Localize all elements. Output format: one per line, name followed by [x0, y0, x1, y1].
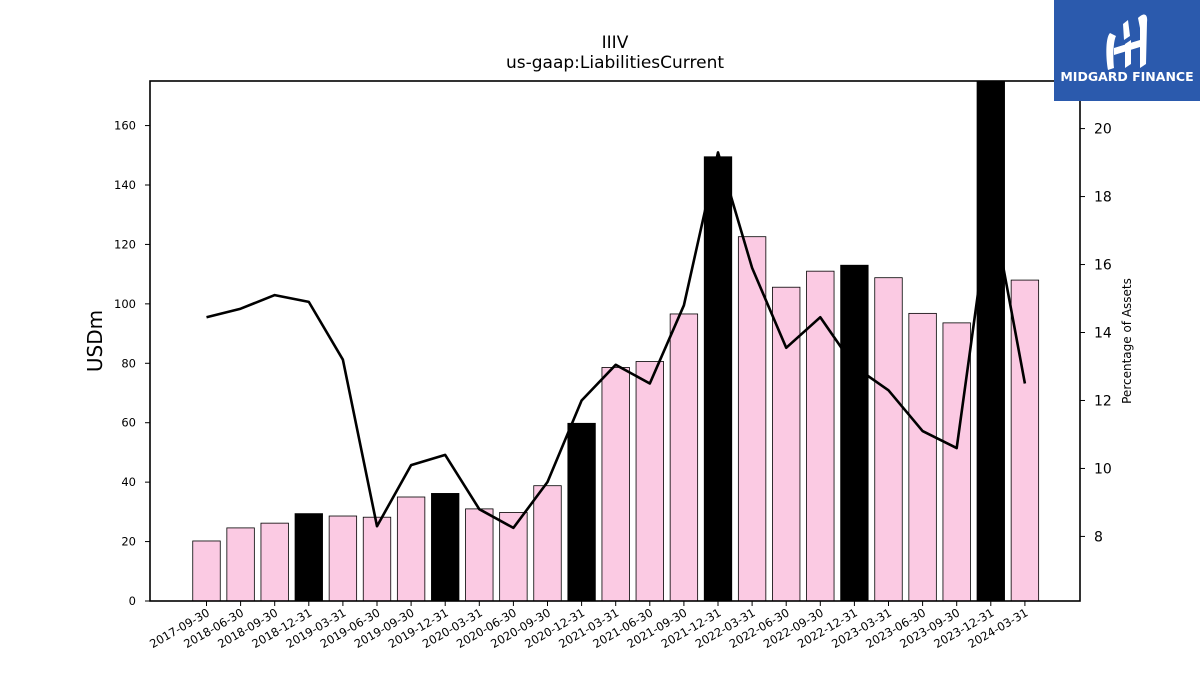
y2-tick-label: 8: [1094, 529, 1103, 545]
midgard-finance-logo: MIDGARD FINANCE: [1054, 0, 1200, 101]
y-tick-label: 160: [114, 119, 136, 133]
y-tick-label: 140: [114, 178, 136, 192]
y-tick-label: 20: [121, 535, 136, 549]
line-series: [206, 151, 1027, 530]
bar-2022-03-31: [737, 236, 767, 602]
bar-2020-03-31: [465, 508, 494, 602]
bar-2019-12-31: [431, 493, 460, 602]
bar-2023-06-30: [908, 312, 937, 602]
y2-tick-label: 10: [1094, 461, 1112, 477]
bar-2021-12-31: [703, 156, 733, 602]
y-tick-label: 80: [121, 356, 136, 370]
y2-tick-label: 20: [1094, 122, 1112, 138]
y-tick-label: 40: [121, 475, 136, 489]
bar-2022-06-30: [772, 286, 801, 602]
y2-tick-label: 18: [1094, 190, 1112, 206]
y-tick-label: 100: [114, 297, 136, 311]
bar-2023-03-31: [874, 277, 903, 602]
plot-frame: [149, 80, 1081, 602]
bar-2020-12-31: [567, 422, 596, 602]
y-axis-label: USDm: [83, 310, 107, 372]
y-tick-label: 0: [129, 594, 136, 608]
bar-2021-06-30: [635, 361, 664, 602]
bar-2019-09-30: [396, 496, 426, 602]
bar-2022-12-31: [840, 264, 869, 602]
bar-2023-09-30: [942, 322, 971, 602]
y2-tick-label: 14: [1094, 326, 1112, 342]
bar-2023-12-31: [976, 80, 1005, 602]
bar-2017-09-30: [192, 540, 221, 602]
chart-title: IIIV: [602, 33, 629, 53]
bar-2020-09-30: [533, 485, 562, 602]
y2-tick-label: 12: [1094, 393, 1112, 409]
y-tick-label: 60: [121, 416, 136, 430]
bar-2019-06-30: [362, 516, 392, 602]
bar-2022-09-30: [806, 270, 835, 602]
bar-2021-03-31: [601, 367, 630, 602]
logo-mark-icon: [1106, 14, 1148, 70]
y2-tick-label: 16: [1094, 258, 1112, 274]
chart-subtitle: us-gaap:LiabilitiesCurrent: [506, 53, 724, 73]
bar-2018-09-30: [260, 522, 289, 602]
bar-2019-03-31: [328, 515, 358, 602]
bar-2018-12-31: [294, 513, 323, 602]
y2-axis-label: Percentage of Assets: [1120, 278, 1134, 404]
logo-text: MIDGARD FINANCE: [1060, 69, 1193, 84]
bar-2021-09-30: [669, 313, 699, 602]
bar-series: [192, 80, 1040, 602]
y-tick-label: 120: [114, 237, 136, 251]
bar-2018-06-30: [226, 527, 255, 602]
